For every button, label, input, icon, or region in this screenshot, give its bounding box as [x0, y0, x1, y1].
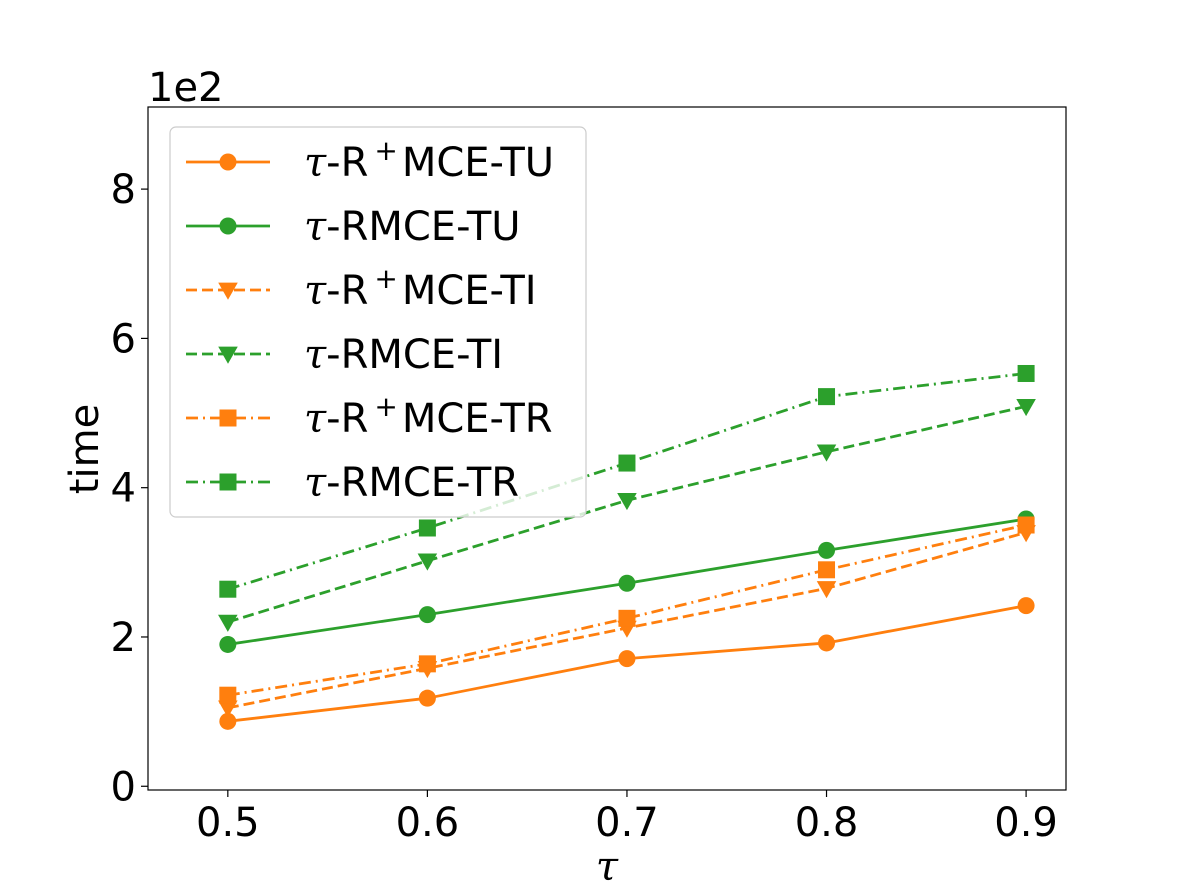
legend-marker: [218, 346, 238, 364]
data-point: [218, 700, 238, 718]
data-point: [816, 444, 837, 462]
data-point: [1017, 364, 1035, 382]
legend-box: [169, 126, 587, 518]
series-layer: [218, 364, 1036, 730]
x-tick-label: 0.8: [795, 800, 859, 846]
legend-marker: [219, 217, 237, 235]
data-point: [618, 650, 636, 668]
data-point: [818, 388, 836, 406]
legend-entry-3: τ-R + MCE-TI: [186, 262, 537, 314]
data-point: [818, 541, 836, 559]
series-4: [218, 398, 1036, 632]
series-1: [219, 597, 1035, 730]
y-multiplier-label: 1e2: [148, 65, 224, 111]
data-point: [219, 686, 237, 704]
data-point: [818, 561, 836, 579]
series-2: [219, 510, 1035, 653]
series-line: [227, 523, 1027, 697]
data-point: [617, 493, 637, 511]
legend-entry-4: τ-RMCE-TI: [186, 332, 503, 378]
y-tick-label: 6: [111, 316, 136, 362]
data-point: [219, 580, 237, 598]
data-point: [418, 655, 436, 673]
series-5: [219, 516, 1035, 704]
legend-label: τ-R + MCE-TI: [304, 262, 537, 314]
x-tick-label: 0.6: [396, 800, 460, 846]
y-tick-label: 4: [111, 466, 136, 512]
legend: τ-R + MCE-TU τ-RMCE-TU τ-R + MCE-TI τ-RMCE-TI τ-…: [169, 126, 587, 518]
legend-marker: [219, 409, 237, 427]
x-axis-label: τ: [596, 844, 619, 888]
legend-entry-6: τ-RMCE-TR: [186, 460, 519, 506]
legend-marker: [219, 153, 237, 171]
data-point: [1017, 516, 1035, 534]
legend-entry-1: τ-R + MCE-TU: [186, 134, 554, 186]
y-axis-label: time: [62, 404, 108, 494]
data-point: [818, 634, 836, 652]
y-axis: 0 2 4 6 8: [111, 167, 148, 810]
data-point: [417, 553, 438, 571]
data-point: [618, 454, 636, 472]
x-axis: 0.5 0.6 0.7 0.8 0.9: [196, 790, 1058, 846]
legend-label: τ-RMCE-TI: [304, 332, 503, 378]
legend-label: τ-RMCE-TU: [304, 204, 521, 250]
data-point: [219, 635, 237, 653]
data-point: [418, 519, 436, 537]
legend-label: τ-R + MCE-TU: [304, 134, 554, 186]
series-6: [219, 364, 1035, 598]
data-point: [618, 609, 636, 627]
legend-entry-2: τ-RMCE-TU: [186, 204, 521, 250]
data-point: [418, 689, 436, 707]
data-point: [1016, 398, 1036, 417]
data-point: [816, 581, 837, 599]
y-tick-label: 2: [111, 615, 136, 661]
data-point: [219, 712, 237, 730]
y-tick-label: 0: [111, 764, 136, 810]
y-tick-label: 8: [111, 167, 136, 213]
x-tick-label: 0.7: [595, 800, 659, 846]
data-point: [618, 574, 636, 592]
legend-label: τ-RMCE-TR: [304, 460, 519, 506]
legend-marker: [219, 473, 237, 491]
data-point: [418, 606, 436, 624]
data-point: [1017, 597, 1035, 615]
plot-frame: [147, 106, 1067, 791]
data-point: [218, 614, 238, 632]
legend-label: τ-R + MCE-TR: [304, 390, 553, 442]
legend-entry-5: τ-R + MCE-TR: [186, 390, 553, 442]
legend-marker: [218, 282, 238, 300]
x-tick-label: 0.5: [196, 800, 260, 846]
x-tick-label: 0.9: [994, 800, 1058, 846]
